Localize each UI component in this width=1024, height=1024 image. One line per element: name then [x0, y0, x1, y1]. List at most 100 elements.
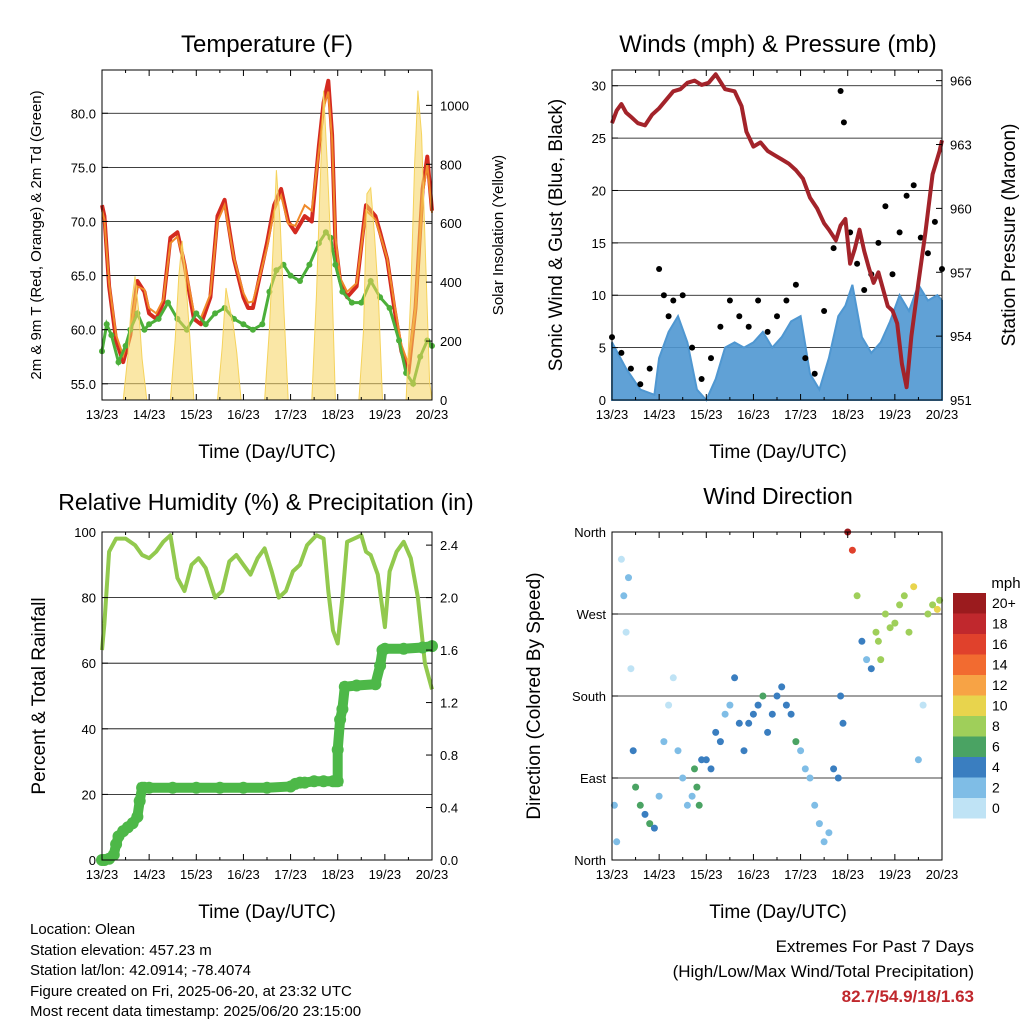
x-tick-label: 13/23 [596, 867, 629, 882]
direction-point [872, 628, 880, 636]
y-tick-label: 5 [599, 341, 606, 356]
point-precip [374, 659, 387, 672]
point-gust [745, 323, 752, 330]
y2-tick-label: 1000 [440, 98, 469, 113]
y2-tick-label: 960 [950, 201, 972, 216]
point-gust [660, 292, 667, 299]
point-precip [143, 781, 156, 794]
direction-point [749, 710, 757, 718]
series-precip-line [102, 641, 433, 865]
direction-point [867, 665, 875, 673]
point-td2m [141, 326, 148, 333]
axes: 13/23 14/23 15/23 16/23 17/23 18/23 19/23 20/23… [74, 525, 458, 882]
y-tick-label: 30 [592, 79, 606, 94]
direction-point [620, 592, 628, 600]
direction-point [815, 820, 823, 828]
axes: 13/23 14/23 15/23 16/23 17/23 18/23 19/23 20/23… [71, 70, 469, 422]
direction-point [874, 637, 882, 645]
direction-point [759, 692, 767, 700]
point-td2m [146, 321, 153, 328]
direction-point [731, 674, 739, 682]
point-gust [882, 203, 889, 210]
point-precip [416, 641, 429, 654]
colorbar-swatch [953, 593, 986, 614]
point-precip [378, 642, 391, 655]
direction-point [636, 801, 644, 809]
direction-point [632, 783, 640, 791]
y2-tick-label: 966 [950, 74, 972, 89]
point-gust [689, 344, 696, 351]
x-tick-label: 13/23 [86, 407, 119, 422]
direction-point [660, 738, 668, 746]
y-axis-label: Direction (Colored By Speed) [524, 572, 545, 819]
colorbar-tick-label: 6 [992, 739, 1000, 755]
y2-tick-label: 1.6 [440, 643, 458, 658]
point-td2m [396, 337, 402, 344]
point-gust [726, 297, 733, 304]
y2-tick-label: 200 [440, 334, 462, 349]
point-gust [931, 218, 938, 225]
x-tick-label: 15/23 [690, 407, 723, 422]
direction-point [768, 710, 776, 718]
direction-point [721, 710, 729, 718]
point-gust [708, 355, 714, 362]
direction-point [863, 656, 871, 664]
x-tick-label: 16/23 [737, 867, 770, 882]
point-td2m [155, 315, 162, 322]
colorbar-swatch [953, 613, 986, 634]
y-tick-label: 20 [82, 787, 96, 802]
direction-point [712, 728, 720, 736]
point-gust [889, 271, 896, 278]
direction-point [891, 619, 899, 627]
y2-tick-label: 0.8 [440, 748, 458, 763]
point-td2m [212, 310, 219, 317]
y2-tick-label: 2.4 [440, 538, 458, 553]
direction-point [707, 765, 715, 773]
colorbar-tick-label: 18 [992, 616, 1008, 632]
point-gust [875, 239, 882, 246]
point-gust [774, 313, 780, 320]
direction-point [853, 592, 861, 600]
point-precip [317, 775, 330, 788]
x-tick-label: 18/23 [831, 867, 864, 882]
point-td2m [115, 359, 122, 366]
x-axis-label: Time (Day/UTC) [709, 442, 847, 463]
point-precip [308, 775, 321, 788]
direction-point [625, 574, 632, 582]
colorbar-swatch [953, 716, 986, 737]
x-tick-label: 14/23 [133, 867, 166, 882]
point-td2m [386, 305, 393, 311]
direction-point [924, 610, 932, 618]
y-tick-label: 0 [599, 393, 606, 408]
y-axis-label: Sonic Wind & Gust (Blue, Black) [546, 99, 567, 371]
direction-point [683, 801, 691, 809]
extremes-box: Extremes For Past 7 Days (High/Low/Max W… [673, 934, 974, 1009]
point-td2m [339, 288, 346, 295]
point-td2m [306, 261, 313, 268]
x-tick-label: 16/23 [227, 407, 260, 422]
direction-point [726, 701, 734, 709]
colorbar-tick-label: 14 [992, 657, 1008, 673]
y-tick-label: 25 [592, 131, 606, 146]
x-tick-label: 18/23 [831, 407, 864, 422]
direction-point [695, 801, 703, 809]
y2-tick-label: 963 [950, 138, 972, 153]
direction-point [896, 601, 904, 609]
direction-point [820, 838, 828, 846]
wind-direction-panel: Wind Direction Time (Day/UTC) Direction … [524, 483, 1021, 923]
colorbar-tick-label: 8 [992, 718, 1000, 734]
point-gust [821, 308, 828, 314]
direction-point [886, 624, 894, 632]
point-td2m [297, 278, 303, 284]
axes: 13/23 14/23 15/23 16/23 17/23 18/23 19/23 20/23… [572, 525, 958, 882]
direction-point [674, 747, 682, 755]
point-gust [924, 250, 931, 257]
point-gust [627, 365, 634, 372]
colorbar-tick-label: 2 [992, 780, 1000, 796]
point-td2m [193, 310, 200, 317]
point-precip [107, 848, 120, 861]
direction-point [792, 738, 800, 746]
point-gust [917, 234, 924, 241]
plot-marks [609, 72, 945, 402]
y2-tick-label: 0.0 [440, 853, 458, 868]
